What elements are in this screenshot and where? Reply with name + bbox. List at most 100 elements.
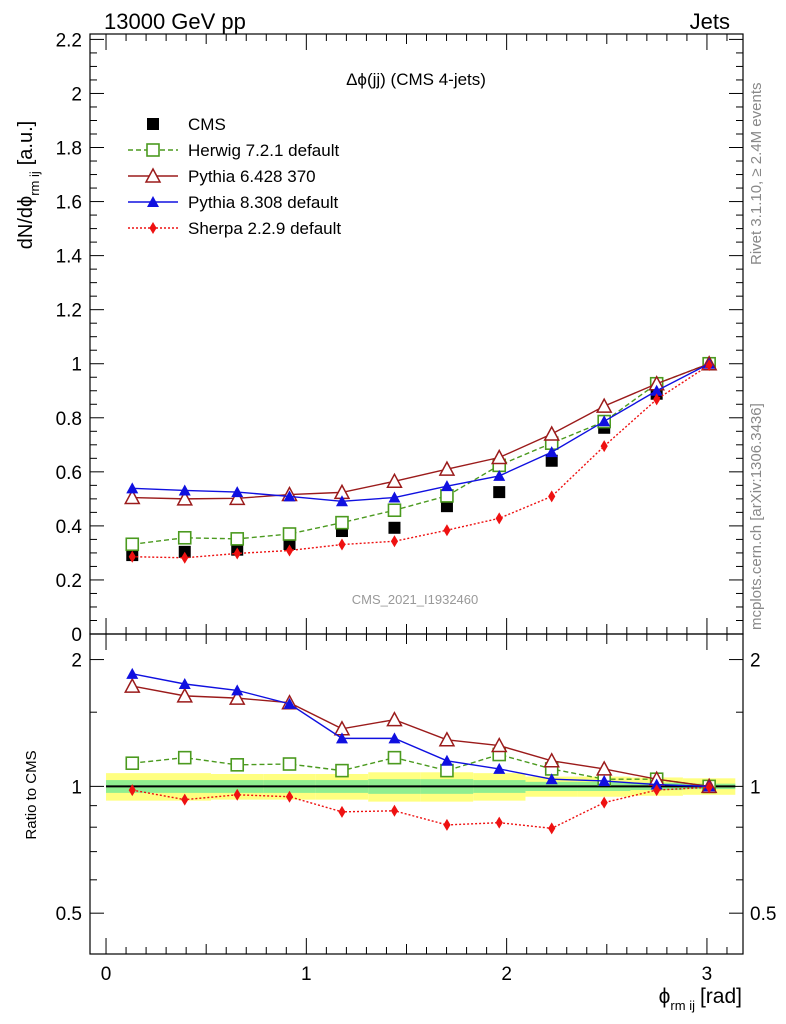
main-ytick-label: 1.4: [56, 247, 83, 268]
legend-marker: [147, 118, 159, 130]
series-line: [132, 363, 710, 500]
data-point: [653, 784, 661, 797]
main-ytick-label: 1.6: [56, 193, 82, 214]
main-ytick-label: 1.8: [56, 139, 82, 160]
series-pythia-6-428-370: [124, 355, 718, 506]
data-point: [231, 486, 244, 498]
chart-title: Δϕ(jj) (CMS 4-jets): [346, 70, 486, 89]
data-point: [490, 448, 508, 465]
ratio-ytick-label: 2: [71, 651, 82, 672]
legend-label: Pythia 8.308 default: [188, 193, 339, 212]
legend-marker: [146, 143, 160, 157]
data-point: [335, 763, 349, 778]
legend-marker: [144, 167, 162, 183]
data-point: [440, 500, 453, 513]
data-point: [390, 804, 399, 817]
data-point: [438, 731, 456, 747]
ratio-ytick-label: 1: [71, 777, 82, 798]
series-line: [132, 364, 710, 559]
series-pythia-8-308-default: [126, 357, 716, 507]
data-point: [181, 793, 189, 806]
ratio-panel: 0 1 2 3 0.5 0.5 1 1 2 2: [56, 633, 776, 985]
data-point: [228, 489, 246, 506]
data-point: [386, 711, 403, 727]
data-point: [233, 788, 241, 801]
legend-item-herwig-7-2-1-default: Herwig 7.2.1 default: [128, 141, 339, 160]
header-left: 13000 GeV pp: [104, 9, 246, 34]
data-point: [438, 460, 456, 476]
data-point: [387, 750, 402, 765]
data-point: [230, 758, 245, 772]
data-point: [285, 544, 294, 557]
series-sherpa-2-2-9-default: [128, 781, 713, 835]
data-point: [543, 425, 560, 441]
main-ytick-label: 0.6: [56, 463, 82, 484]
data-point: [545, 446, 558, 458]
y-axis-label-sub: rm ij: [27, 171, 42, 196]
y-axis-label-main: dN/dϕ: [15, 196, 37, 249]
data-point: [440, 489, 454, 503]
series-line: [132, 363, 710, 545]
data-point: [490, 736, 508, 753]
data-point: [595, 760, 613, 776]
legend-item-pythia-8-308-default: Pythia 8.308 default: [128, 193, 339, 212]
data-point: [653, 393, 661, 406]
data-point: [177, 530, 192, 545]
data-point: [128, 550, 136, 563]
series-pythia-8-308-default: [126, 667, 716, 792]
data-point: [705, 359, 713, 372]
data-point: [282, 527, 297, 541]
data-point: [595, 397, 613, 413]
data-point: [338, 538, 346, 551]
data-point: [230, 532, 245, 546]
data-point: [283, 538, 296, 550]
main-ytick-label: 1: [71, 355, 82, 376]
data-point: [128, 784, 136, 797]
data-point: [231, 684, 244, 696]
main-panel: 0 0.2 0.4 0.6 0.8 1 1.2 1.4 1.6 1.8 2 2.2 Δϕ(jj) (C…: [56, 30, 744, 646]
data-point: [228, 689, 246, 705]
series-line: [132, 685, 710, 788]
main-ytick-label: 2.2: [56, 30, 82, 51]
mcplots-label: mcplots.cern.ch [arXiv:1306.3436]: [748, 403, 765, 630]
data-point: [495, 816, 503, 829]
data-point: [126, 482, 139, 494]
header-right: Jets: [690, 9, 730, 34]
legend-item-cms: CMS: [147, 115, 226, 134]
legend-label: Herwig 7.2.1 default: [188, 141, 339, 160]
ratio-frame: [89, 633, 744, 955]
data-point: [282, 757, 297, 771]
x-axis-label: ϕrm ij [rad]: [659, 985, 742, 1013]
data-point: [495, 512, 503, 525]
data-point: [705, 781, 713, 794]
series-cms: [126, 357, 716, 562]
data-point: [125, 537, 140, 552]
ratio-xtick-label: 0: [101, 964, 112, 985]
ratio-xtick-label: 2: [501, 964, 512, 985]
legend-marker: [149, 222, 157, 234]
x-axis-label-sub: rm ij: [670, 998, 695, 1013]
y-axis-label-unit: [a.u.]: [15, 121, 37, 165]
data-point: [177, 750, 192, 765]
data-point: [650, 778, 663, 790]
main-ytick-label: 2: [71, 84, 82, 105]
x-axis-label-unit: [rad]: [700, 985, 742, 1008]
series-line: [132, 673, 710, 788]
data-point: [233, 547, 241, 560]
data-point: [181, 551, 189, 564]
ratio-xtick-label: 1: [301, 964, 312, 985]
ratio-ytick-label: 0.5: [56, 904, 82, 925]
data-point: [443, 524, 451, 537]
data-point: [283, 490, 296, 502]
data-point: [598, 415, 611, 427]
data-point: [650, 384, 663, 396]
data-point: [178, 484, 191, 496]
data-point: [440, 763, 454, 778]
main-ytick-label: 0.8: [56, 409, 82, 430]
ratio-ytick-label-right: 2: [750, 651, 761, 672]
main-ytick-label: 0.4: [56, 517, 83, 538]
data-point: [124, 677, 141, 693]
legend-label: CMS: [188, 115, 226, 134]
data-point: [124, 488, 141, 505]
